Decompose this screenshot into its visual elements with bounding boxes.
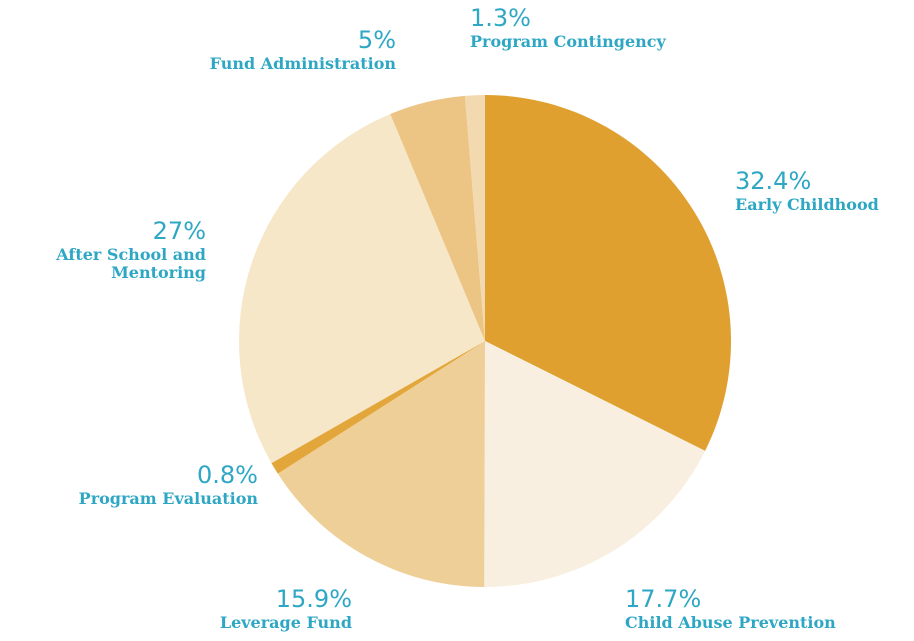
category-label: Program Evaluation [78, 489, 258, 509]
category-label: Program Contingency [470, 32, 666, 52]
category-label: After School and Mentoring [56, 245, 206, 282]
slice-label: 15.9% Leverage Fund [150, 586, 352, 632]
value-label: 15.9% [275, 585, 352, 613]
value-label: 5% [357, 26, 396, 54]
value-label: 0.8% [197, 461, 258, 489]
pie-slice [271, 341, 485, 474]
slice-label: 0.8% Program Evaluation [0, 462, 258, 508]
slice-label: 5% Fund Administration [150, 27, 396, 73]
category-label: Fund Administration [209, 54, 396, 74]
pie-slice [277, 341, 485, 587]
value-label: 27% [152, 217, 206, 245]
slice-label: 27% After School and Mentoring [40, 218, 206, 282]
slice-label: 32.4% Early Childhood [735, 168, 914, 214]
slice-label: 17.7% Child Abuse Prevention [625, 586, 885, 632]
category-label: Leverage Fund [219, 613, 352, 633]
category-label: Early Childhood [735, 195, 879, 215]
pie-slice [484, 341, 706, 587]
value-label: 32.4% [735, 167, 812, 195]
pie-slice [239, 113, 485, 464]
category-label: Child Abuse Prevention [625, 613, 836, 633]
slice-label: 1.3% Program Contingency [470, 5, 730, 51]
value-label: 1.3% [470, 4, 531, 32]
pie-slice [390, 95, 485, 341]
pie-slice [485, 95, 731, 451]
pie-slice [464, 95, 485, 341]
value-label: 17.7% [625, 585, 702, 613]
